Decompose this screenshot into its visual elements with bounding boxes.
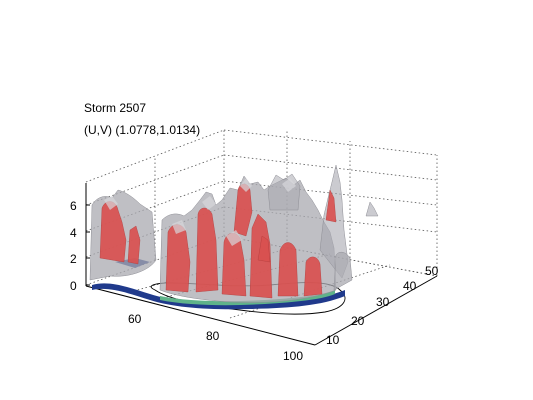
y-tick-label: 50 [425,264,439,278]
storm-surface-highlights [104,178,296,246]
z-tick-label: 0 [70,279,77,293]
y-tick-label: 10 [326,333,340,347]
x-tick-label: 100 [283,349,303,363]
z-tick-label: 4 [70,226,77,240]
y-tick-label: 30 [376,295,390,309]
z-tick-label: 6 [70,199,77,213]
x-tick-label: 60 [128,312,142,326]
y-tick-label: 20 [351,314,365,328]
chart-title-line-1: Storm 2507 [84,101,146,115]
y-tick-label: 40 [403,279,417,293]
y-axis-ticks: 10 20 30 40 50 [326,264,439,347]
axes-lines [85,183,438,346]
x-axis-ticks: 60 80 100 [128,312,303,363]
z-tick-label: 2 [70,252,77,266]
storm-inner-core [99,183,337,299]
x-tick-label: 80 [206,329,220,343]
z-axis-ticks: 0 2 4 6 [70,199,90,293]
chart-title-line-2: (U,V) (1.0778,1.0134) [84,123,200,137]
